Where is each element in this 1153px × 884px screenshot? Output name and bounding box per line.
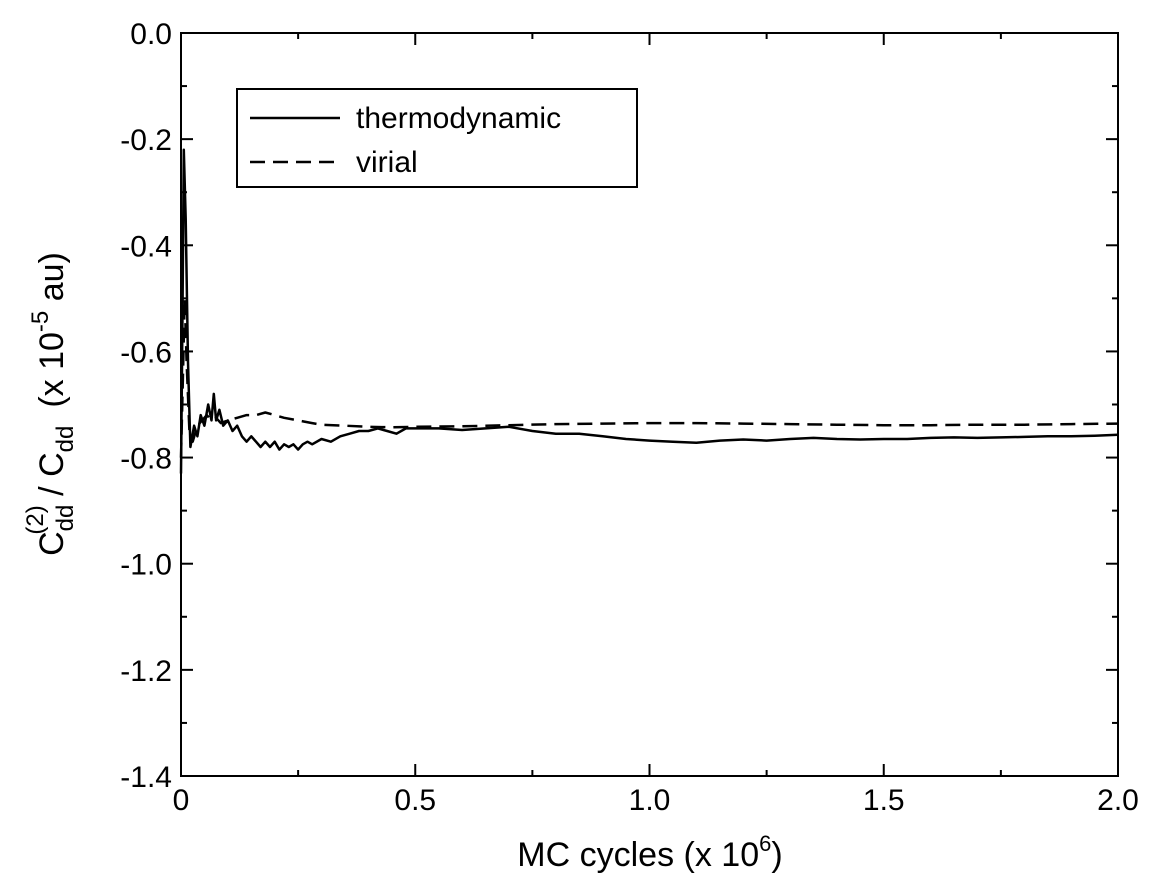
y-axis-title-scale-exponent: -5 bbox=[27, 311, 54, 332]
y-axis-title-c2: C bbox=[33, 452, 71, 477]
legend-box bbox=[236, 88, 638, 188]
legend-label-thermodynamic: thermodynamic bbox=[356, 102, 561, 135]
y-tick-label: -0.8 bbox=[120, 443, 172, 476]
x-tick-label: 0.5 bbox=[394, 784, 436, 817]
y-axis-title-c2-sub: dd bbox=[52, 426, 79, 453]
series-layer bbox=[179, 148, 1119, 474]
legend-label-virial: virial bbox=[356, 146, 418, 179]
y-axis-title-c1-sup: (2) bbox=[22, 505, 49, 534]
y-axis-title-scale-open: (x 10 bbox=[33, 332, 71, 408]
y-tick-label: -1.4 bbox=[120, 761, 172, 794]
y-axis-title-c1-sub: dd bbox=[52, 505, 79, 532]
axis-ticks bbox=[180, 32, 1119, 777]
y-tick-label: -0.4 bbox=[120, 230, 172, 263]
legend: thermodynamic virial bbox=[236, 88, 638, 188]
y-tick-label: -1.2 bbox=[120, 655, 172, 688]
y-axis-title-scale-close: au) bbox=[33, 252, 71, 311]
x-tick-label: 1.0 bbox=[629, 784, 671, 817]
x-tick-label: 1.5 bbox=[863, 784, 905, 817]
x-axis-title-close: ) bbox=[771, 836, 782, 874]
y-axis-title: Cdd(2) / Cdd(x 10-5 au) bbox=[22, 252, 79, 556]
y-tick-label: 0.0 bbox=[130, 18, 172, 51]
x-axis-title: MC cycles (x 106) bbox=[517, 831, 782, 874]
y-axis-title-c1: C bbox=[33, 531, 71, 556]
x-axis-title-exponent: 6 bbox=[759, 831, 771, 856]
y-axis-title-slash: / bbox=[33, 477, 71, 505]
y-tick-label: -0.6 bbox=[120, 336, 172, 369]
x-tick-label: 2.0 bbox=[1097, 784, 1139, 817]
x-tick-labels: 0 0.5 1.0 1.5 2.0 bbox=[173, 784, 1139, 817]
x-tick-label: 0 bbox=[173, 784, 190, 817]
series-line-thermodynamic bbox=[179, 148, 1119, 474]
series-line-virial bbox=[179, 297, 1119, 458]
x-axis-title-main: MC cycles (x 10 bbox=[517, 836, 759, 874]
y-tick-label: -0.2 bbox=[120, 124, 172, 157]
y-tick-labels: 0.0 -0.2 -0.4 -0.6 -0.8 -1.0 -1.2 -1.4 bbox=[120, 18, 172, 794]
y-tick-label: -1.0 bbox=[120, 549, 172, 582]
